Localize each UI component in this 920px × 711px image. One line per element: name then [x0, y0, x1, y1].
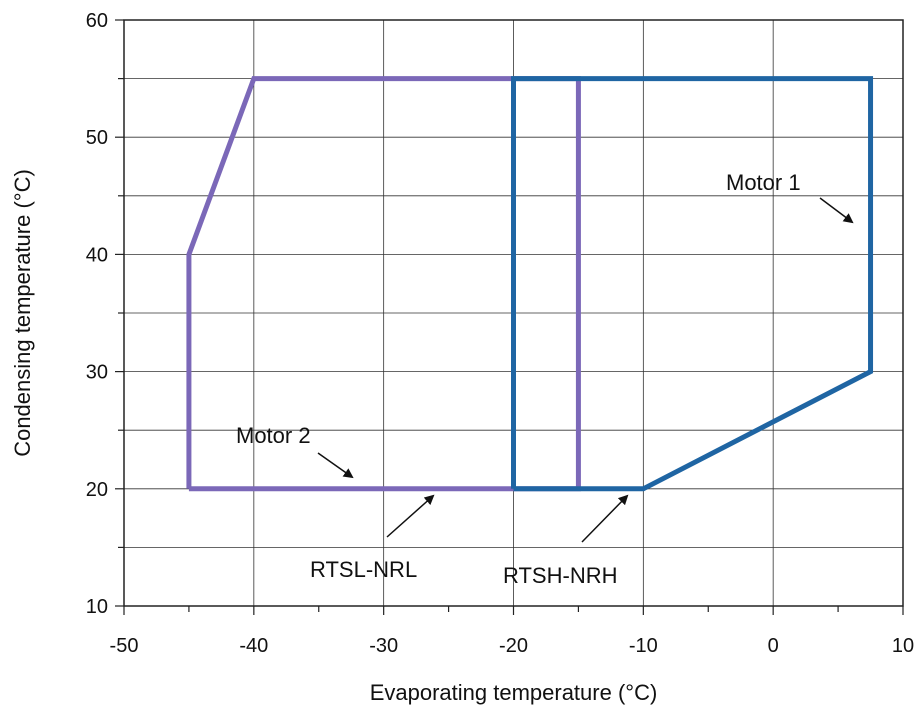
- series-2-line: [511, 76, 874, 492]
- annotation-rtsl-nrl: RTSL-NRL: [310, 557, 417, 582]
- x-tick-label: -50: [110, 635, 139, 657]
- y-axis-title: Condensing temperature (°C): [10, 169, 35, 457]
- annotation-rtsh-nrh: RTSH-NRH: [503, 563, 617, 588]
- y-tick-label: 60: [86, 10, 108, 32]
- y-tick-label: 40: [86, 244, 108, 266]
- y-tick-label: 20: [86, 479, 108, 501]
- annotation-arrow-motor-1: [819, 197, 854, 224]
- annotations: Motor 1 Motor 2 RTSL-NRL RTSH-NRH: [236, 170, 854, 588]
- y-tick-label: 30: [86, 362, 108, 384]
- x-axis-title: Evaporating temperature (°C): [370, 680, 658, 705]
- ticks: [115, 19, 904, 615]
- y-tick-label: 50: [86, 127, 108, 149]
- annotation-motor-1: Motor 1: [726, 170, 801, 195]
- x-tick-label: -20: [499, 635, 528, 657]
- series-layer: [186, 76, 874, 492]
- x-tick-label: 10: [892, 635, 914, 657]
- x-tick-label: -30: [369, 635, 398, 657]
- tick-labels: -50 -40 -30 -20 -10 0 10 10 20 30 40 50 60: [86, 10, 914, 657]
- y-tick-label: 10: [86, 596, 108, 618]
- annotation-arrow-motor-2: [317, 452, 354, 479]
- x-tick-label: -40: [239, 635, 268, 657]
- annotation-arrow-rtsl-nrl: [386, 494, 435, 538]
- x-tick-label: -10: [629, 635, 658, 657]
- x-tick-label: 0: [768, 635, 779, 657]
- annotation-arrow-rtsh-nrh: [581, 494, 629, 543]
- annotation-motor-2: Motor 2: [236, 423, 311, 448]
